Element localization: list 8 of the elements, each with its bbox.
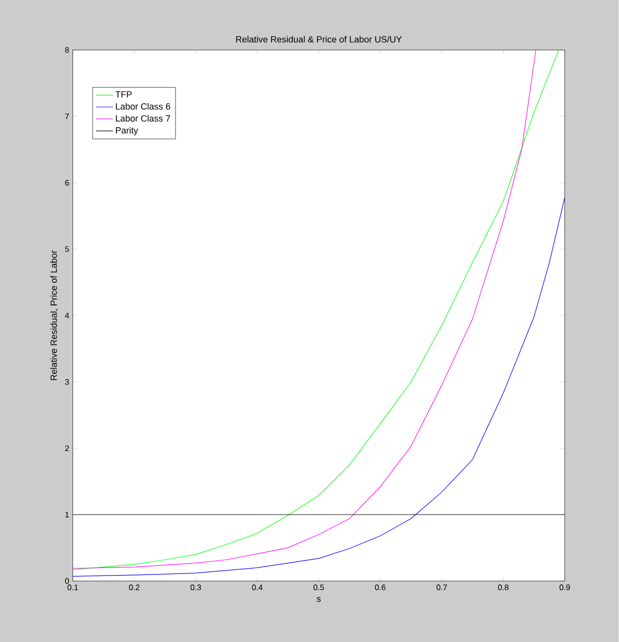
- legend-label: Labor Class 7: [116, 114, 170, 122]
- legend-label: TFP: [116, 91, 132, 98]
- line-series: [72, 197, 565, 577]
- legend-label: Labor Class 6: [116, 103, 170, 110]
- legend-label: Parity: [116, 126, 138, 136]
- x-axis-title: s: [316, 597, 321, 602]
- chart-title: Relative Residual & Price of Labor US/UY: [236, 36, 402, 43]
- y-axis-title: Relative Residual, Price of Labor: [50, 250, 58, 380]
